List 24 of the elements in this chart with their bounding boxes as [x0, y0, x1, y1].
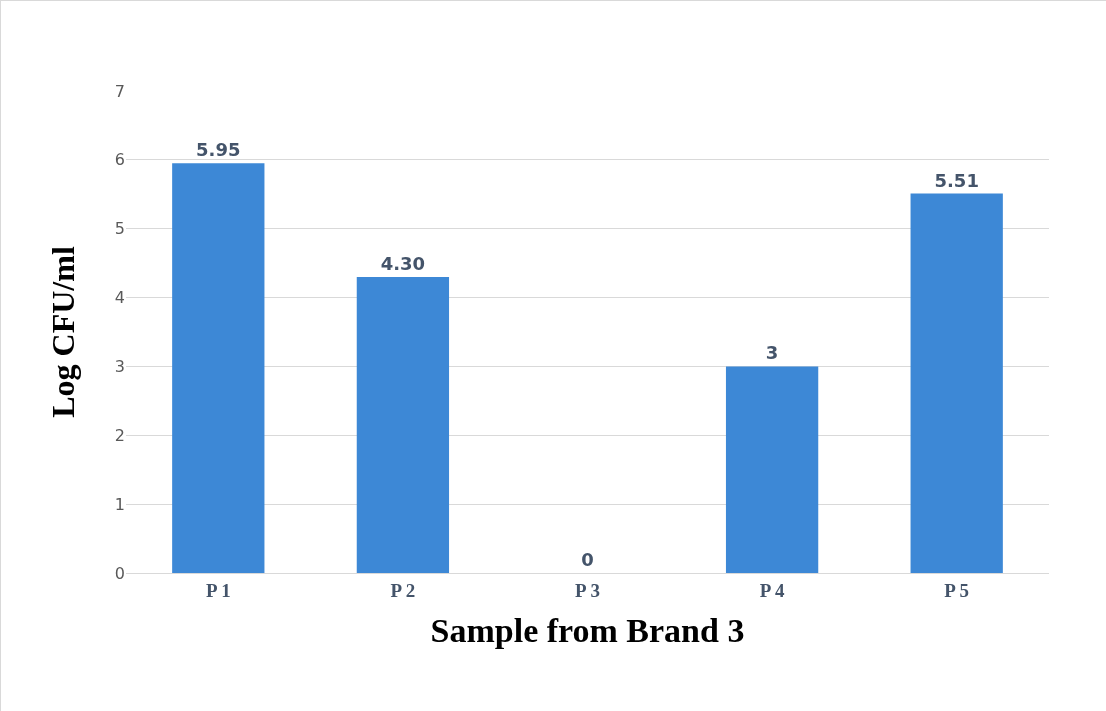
bar	[356, 276, 450, 573]
bar	[172, 163, 265, 573]
x-tick-label: P 2	[390, 579, 416, 601]
y-tick-label: 4	[114, 288, 125, 308]
x-axis-title: Sample from Brand 3	[430, 612, 745, 650]
bar	[725, 366, 819, 573]
data-label: 0	[581, 549, 594, 570]
x-tick-label: P 4	[759, 579, 785, 601]
x-tick-label: P 3	[575, 579, 600, 601]
x-tick-label: P 1	[205, 579, 231, 601]
y-axis-title: Log CFU/ml	[45, 246, 82, 418]
data-label: 3	[765, 342, 779, 364]
data-label: 5.95	[196, 139, 241, 161]
y-tick-label: 6	[114, 150, 125, 170]
y-tick-label: 5	[114, 219, 125, 239]
y-tick-label: 2	[114, 425, 125, 445]
y-tick-label: 3	[114, 357, 125, 377]
y-tick-label: 0	[114, 563, 125, 583]
data-label: 5.51	[934, 169, 979, 191]
x-tick-label: P 5	[944, 579, 970, 601]
bar	[910, 193, 1003, 573]
y-tick-label: 7	[114, 81, 125, 101]
y-tick-label: 1	[114, 494, 125, 514]
data-label: 4.30	[380, 252, 426, 274]
